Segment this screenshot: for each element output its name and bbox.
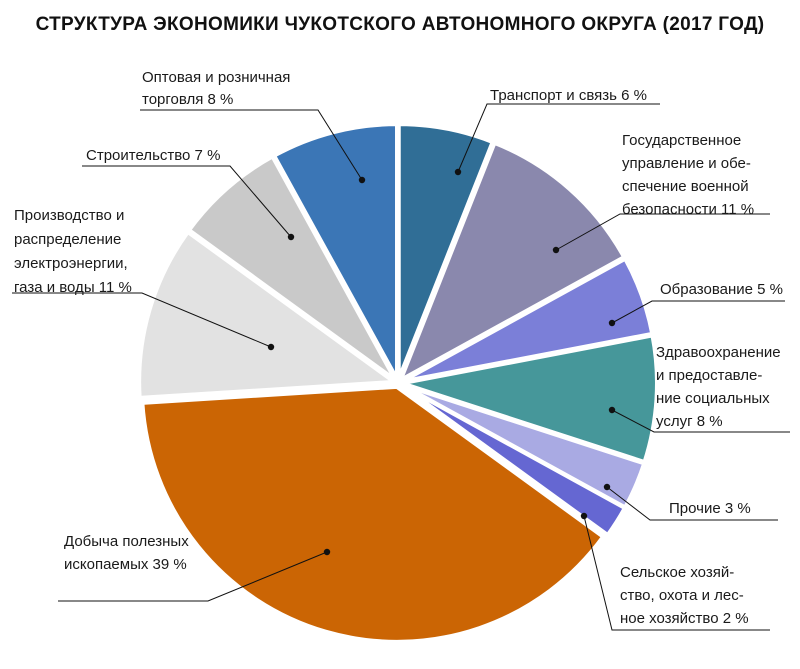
leader-line-gov	[555, 213, 770, 251]
slice-label-line: торговля 8 %	[142, 91, 233, 108]
leader-line-energy	[12, 292, 272, 348]
slice-label-construction: Строительство 7 %	[86, 147, 220, 164]
slice-label-health: Здравоохранение и предоставле-ние социаль…	[656, 344, 781, 430]
leader-dot-edu	[608, 319, 616, 327]
leader-dot-other	[603, 483, 611, 491]
slice-labels: Транспорт и связь 6 % Государственное упра…	[14, 69, 783, 627]
slice-label-mining: Добыча полезных ископаемых 39 %	[64, 533, 189, 573]
chart-title: СТРУКТУРА ЭКОНОМИКИ ЧУКОТСКОГО АВТОНОМНО…	[35, 14, 765, 35]
leader-dot-health	[608, 406, 616, 414]
leader-lines	[12, 103, 790, 631]
pie-slice-agro	[399, 383, 627, 538]
pie-slice-energy	[137, 229, 397, 400]
leader-line-trade	[140, 109, 363, 181]
slice-label-energy: Производство и распределение электроэнерги…	[14, 207, 132, 296]
leader-dot-transport	[454, 168, 462, 176]
slice-label-other: Прочие 3 %	[669, 500, 751, 517]
leader-dot-gov	[552, 246, 560, 254]
leader-line-construction	[82, 165, 292, 238]
leader-line-other	[606, 486, 778, 521]
slice-label-line: управление и обе-	[622, 155, 751, 172]
slice-label-line: ство, охота и лес-	[620, 587, 744, 604]
slice-label-line: Прочие 3 %	[669, 500, 751, 517]
pie-slice-mining	[140, 384, 606, 644]
slice-label-line: спечение военной	[622, 178, 749, 195]
leader-dot-energy	[267, 343, 275, 351]
slice-label-line: ископаемых 39 %	[64, 556, 187, 573]
leader-dot-agro	[580, 512, 588, 520]
slice-label-line: Здравоохранение	[656, 344, 781, 361]
slice-label-line: распределение	[14, 231, 121, 248]
slice-label-line: Производство и	[14, 207, 124, 224]
pie-slice-health	[399, 333, 659, 465]
pie-slices	[137, 122, 659, 644]
leader-line-health	[611, 409, 790, 433]
slice-label-line: Сельское хозяй-	[620, 564, 734, 581]
pie-slice-gov	[398, 140, 627, 382]
slice-label-line: Добыча полезных	[64, 533, 189, 550]
pie-slice-trade	[272, 122, 400, 382]
leader-dot-mining	[323, 548, 331, 556]
slice-label-agro: Сельское хозяй-ство, охота и лес-ное хоз…	[620, 564, 749, 627]
slice-label-line: услуг 8 %	[656, 413, 723, 430]
slice-label-line: ние социальных	[656, 390, 770, 407]
slice-label-line: Государственное	[622, 132, 741, 149]
slice-label-line: газа и воды 11 %	[14, 279, 132, 296]
slice-label-line: Транспорт и связь 6 %	[490, 87, 647, 104]
slice-label-edu: Образование 5 %	[660, 281, 783, 298]
leader-dot-trade	[358, 176, 366, 184]
slice-label-line: Оптовая и розничная	[142, 69, 290, 86]
pie-slice-construction	[187, 154, 398, 382]
leader-dot-construction	[287, 233, 295, 241]
slice-label-line: безопасности 11 %	[622, 201, 754, 218]
leader-line-edu	[611, 300, 785, 324]
slice-label-line: Строительство 7 %	[86, 147, 220, 164]
leader-line-transport	[457, 103, 660, 173]
slice-label-trade: Оптовая и розничная торговля 8 %	[142, 69, 290, 108]
slice-label-transport: Транспорт и связь 6 %	[490, 87, 647, 104]
slice-label-gov: Государственное управление и обе-спечение…	[622, 132, 754, 218]
leader-line-agro	[583, 515, 770, 631]
slice-label-line: и предоставле-	[656, 367, 762, 384]
slice-label-line: электроэнергии,	[14, 255, 128, 272]
leader-line-mining	[58, 551, 328, 602]
slice-label-line: ное хозяйство 2 %	[620, 610, 749, 627]
slice-label-line: Образование 5 %	[660, 281, 783, 298]
